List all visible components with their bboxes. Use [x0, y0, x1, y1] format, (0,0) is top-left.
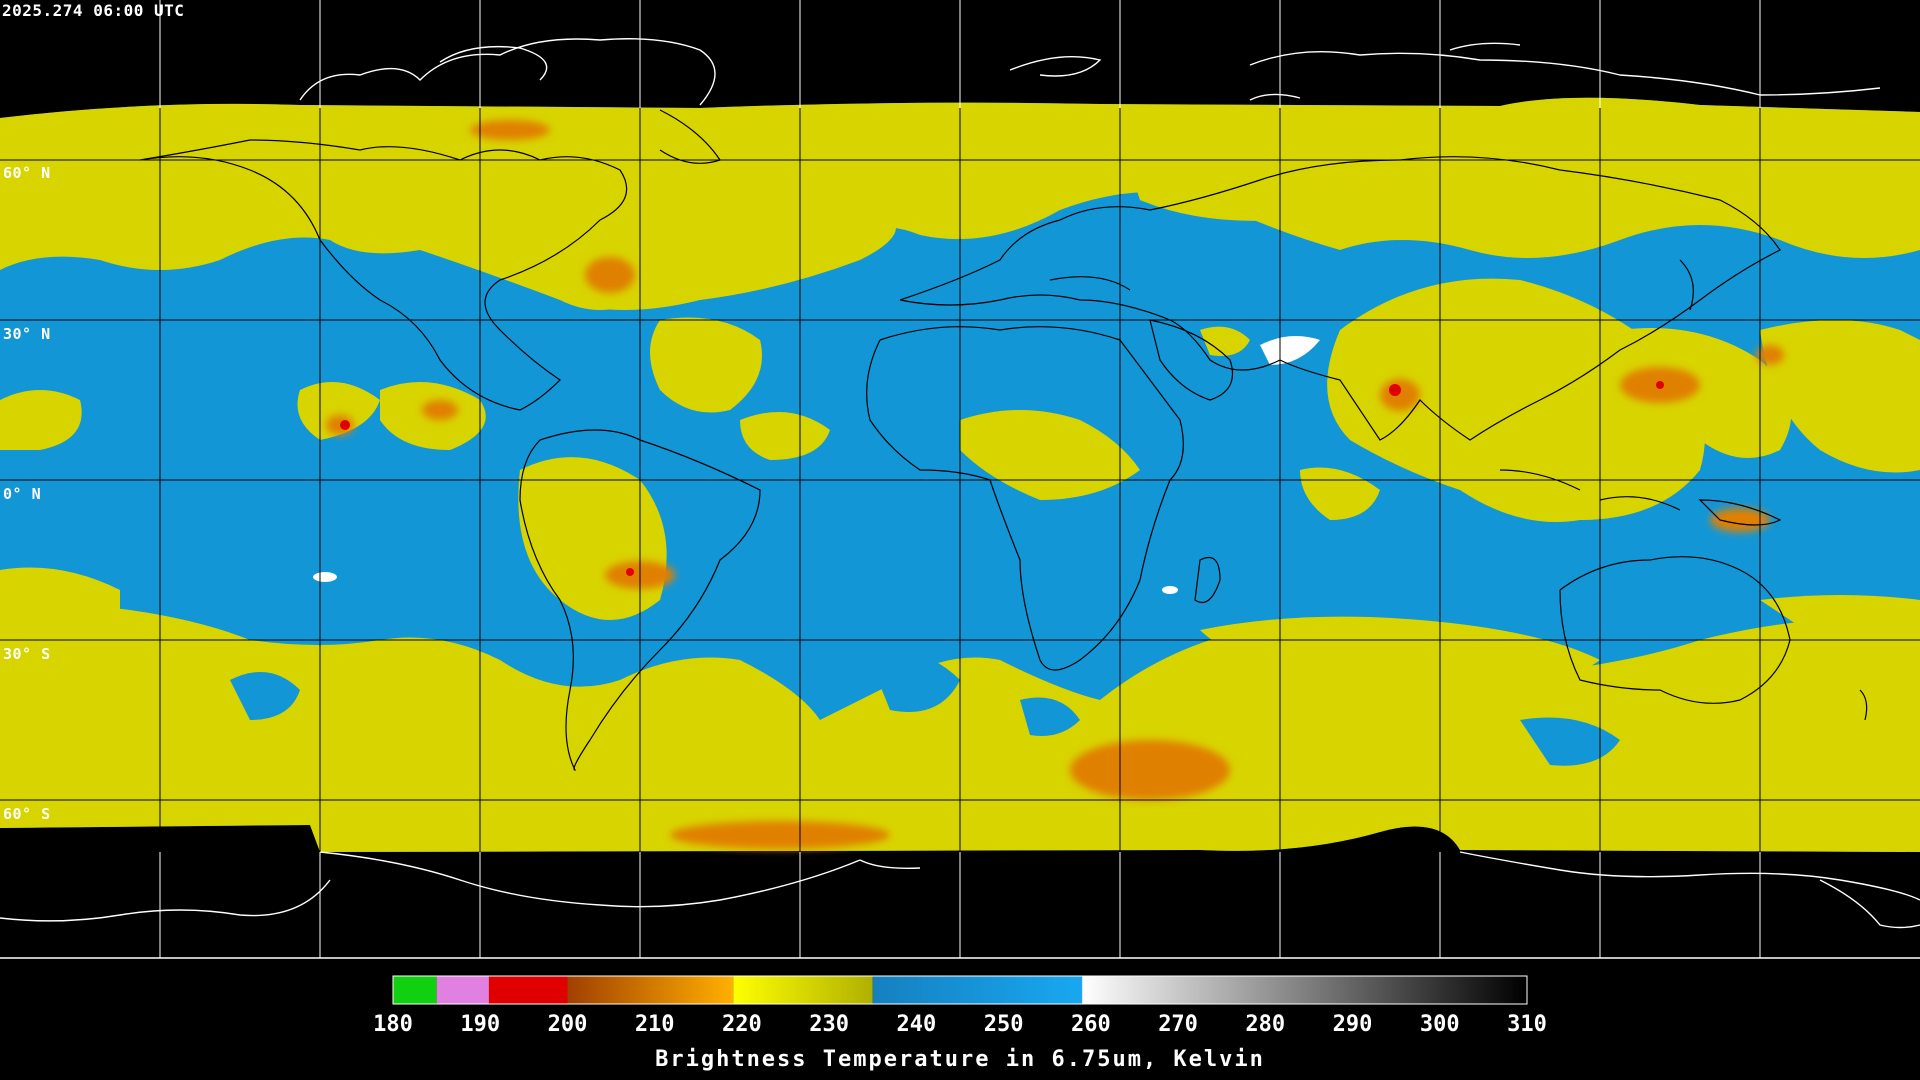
graticule	[0, 0, 1920, 959]
cold-tops	[340, 381, 1664, 576]
colorbar-tick-label: 220	[722, 1012, 762, 1037]
colorbar-tick-label: 300	[1419, 1012, 1460, 1037]
colorbar-tick-label: 180	[373, 1012, 413, 1037]
colorbar-tick-label: 250	[983, 1012, 1024, 1037]
colorbar-segment	[733, 976, 873, 1004]
colorbar	[392, 975, 1528, 1005]
colorbar-tick-label: 200	[547, 1012, 588, 1037]
colorbar-segment	[872, 976, 1083, 1004]
colorbar-tick-label: 190	[460, 1012, 501, 1037]
timestamp: 2025.274 06:00 UTC	[2, 1, 185, 20]
continent-coastlines	[139, 109, 1868, 771]
colorbar-segment	[488, 976, 568, 1004]
polar-coastlines	[0, 38, 1920, 929]
lat-label-30n: 30° N	[3, 325, 51, 343]
colorbar-segment	[436, 976, 489, 1004]
colorbar-segment	[393, 976, 437, 1004]
colorbar-tick-label: 260	[1070, 1012, 1111, 1037]
colorbar-title: Brightness Temperature in 6.75um, Kelvin	[655, 1047, 1265, 1072]
colorbar-segment	[1082, 976, 1527, 1004]
colorbar-tick-label: 290	[1332, 1012, 1373, 1037]
lat-label-0n: 0° N	[3, 485, 42, 503]
lat-label-30s: 30° S	[3, 645, 51, 663]
colorbar-segment	[567, 976, 734, 1004]
colorbar-tick-label: 230	[809, 1012, 850, 1037]
colorbar-tick-label: 210	[634, 1012, 675, 1037]
colorbar-tick-label: 310	[1507, 1012, 1547, 1037]
dry-slots	[230, 653, 1620, 766]
lat-label-60n: 60° N	[3, 164, 51, 182]
colorbar-tick-label: 280	[1245, 1012, 1286, 1037]
colorbar-tick-label: 240	[896, 1012, 937, 1037]
very-dry-patches	[313, 336, 1320, 594]
colorbar-tick-label: 270	[1158, 1012, 1198, 1037]
lat-label-60s: 60° S	[3, 805, 51, 823]
colorbar-frame	[392, 975, 1528, 1005]
